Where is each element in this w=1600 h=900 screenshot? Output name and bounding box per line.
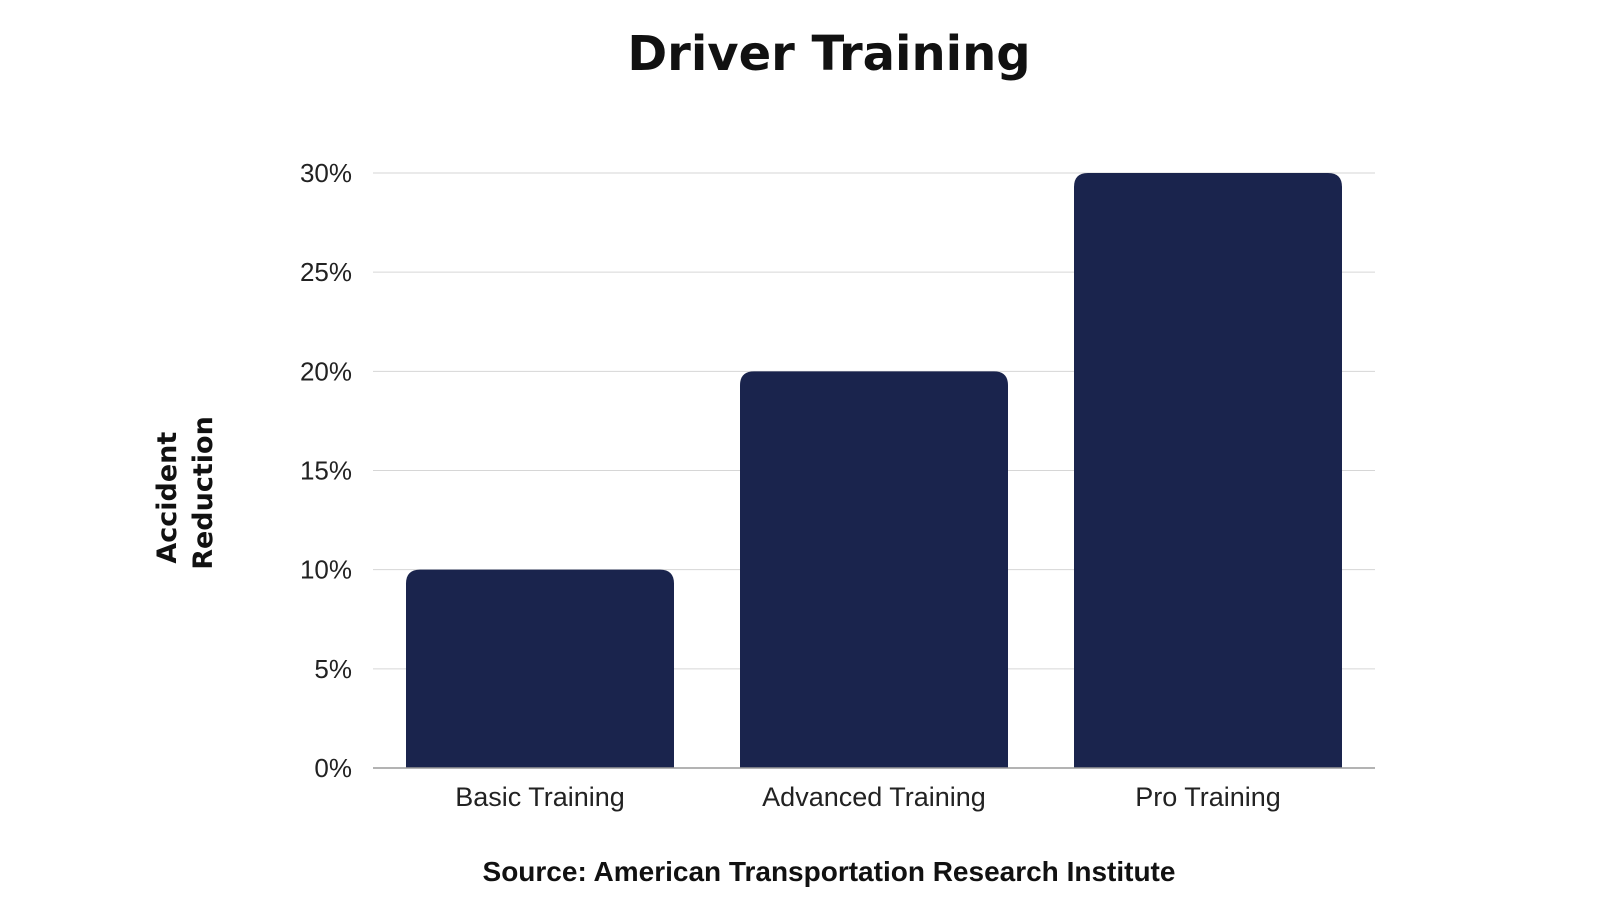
y-axis-label-line-1: Accident	[152, 432, 183, 564]
y-axis-label-line-2: Reduction	[188, 416, 219, 570]
bar-advanced-training	[740, 371, 1008, 768]
chart-title: Driver Training	[627, 26, 1030, 82]
y-axis-label: Accident Reduction	[152, 416, 219, 570]
y-axis-tick-labels: 0% 5% 10% 15% 20% 25% 30%	[300, 158, 352, 783]
x-tick-label: Basic Training	[455, 782, 625, 812]
y-tick-label: 20%	[300, 356, 352, 386]
y-tick-label: 25%	[300, 257, 352, 287]
bar-basic-training	[406, 569, 674, 768]
x-axis-tick-labels: Basic Training Advanced Training Pro Train…	[455, 782, 1281, 812]
x-tick-label: Advanced Training	[762, 782, 986, 812]
x-tick-label: Pro Training	[1135, 782, 1281, 812]
y-tick-label: 5%	[314, 654, 352, 684]
y-tick-label: 30%	[300, 158, 352, 188]
y-tick-label: 10%	[300, 555, 352, 585]
y-tick-label: 0%	[314, 753, 352, 783]
source-note: Source: American Transportation Research…	[483, 856, 1176, 887]
bar-pro-training	[1074, 173, 1342, 768]
y-tick-label: 15%	[300, 456, 352, 486]
bars	[406, 173, 1342, 768]
